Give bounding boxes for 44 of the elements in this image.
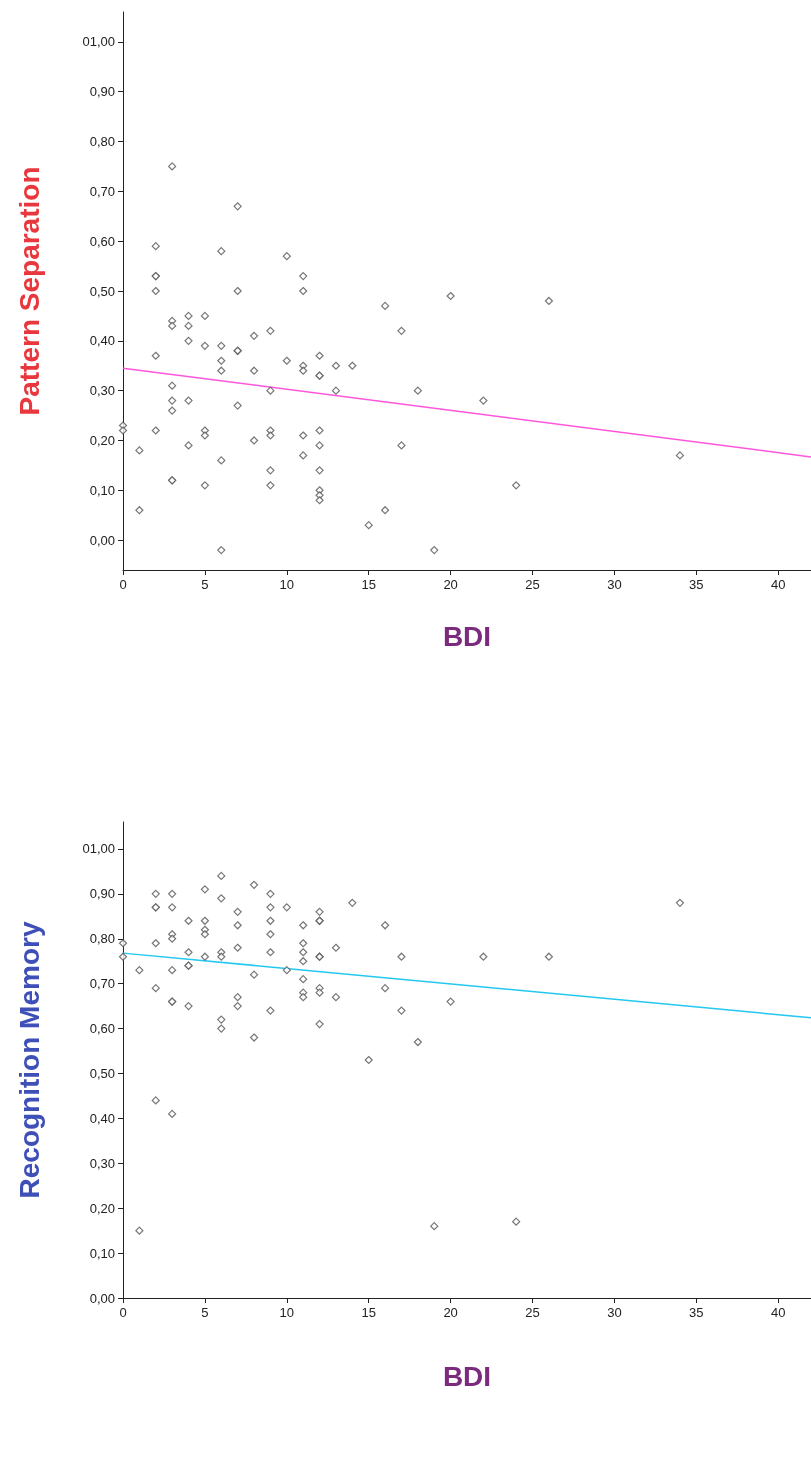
x-tick-label: 15 xyxy=(361,1305,376,1320)
x-tick-label: 25 xyxy=(525,577,540,592)
y-axis-title: Recognition Memory xyxy=(13,921,45,1199)
x-tick-label: 30 xyxy=(607,1305,622,1320)
y-tick-label: 0,30 xyxy=(89,383,115,399)
y-tick-label: 0,30 xyxy=(89,1155,115,1171)
y-tick-label: 0,10 xyxy=(89,482,115,498)
x-tick-label: 35 xyxy=(689,577,704,592)
x-tick-label: 10 xyxy=(279,1305,295,1320)
y-tick-label: 0,20 xyxy=(89,1200,115,1216)
y-tick-label: 0,60 xyxy=(89,233,115,249)
x-tick-label: 20 xyxy=(443,577,458,592)
y-tick-label: 0,50 xyxy=(89,283,115,299)
x-tick-label: 10 xyxy=(279,577,295,592)
y-tick-label: 0,00 xyxy=(89,1290,115,1306)
x-axis-title: BDI xyxy=(442,620,492,652)
x-tick-label: 15 xyxy=(361,577,376,592)
x-tick-label: 20 xyxy=(443,1305,458,1320)
y-tick-label: 0,50 xyxy=(89,1065,115,1081)
x-tick-label: 5 xyxy=(201,1305,209,1320)
x-tick-label: 25 xyxy=(525,1305,540,1320)
y-tick-label: 0,70 xyxy=(89,976,115,992)
x-tick-label: 0 xyxy=(119,577,127,592)
y-tick-label: 0,20 xyxy=(89,432,115,448)
y-tick-label: 0,10 xyxy=(89,1245,115,1261)
y-tick-label: 0,90 xyxy=(89,84,115,100)
x-tick-label: 35 xyxy=(689,1305,704,1320)
y-tick-label: 0,40 xyxy=(89,333,115,349)
x-tick-label: 40 xyxy=(771,1305,786,1320)
y-tick-label: 0,40 xyxy=(89,1110,115,1126)
y-tick-label: 01,00 xyxy=(82,841,115,857)
y-tick-label: 0,00 xyxy=(89,532,115,548)
x-tick-label: 5 xyxy=(201,577,209,592)
x-tick-label: 0 xyxy=(119,1305,127,1320)
y-tick-label: 0,90 xyxy=(89,886,115,902)
x-tick-label: 30 xyxy=(607,577,622,592)
y-tick-label: 01,00 xyxy=(82,34,115,50)
y-tick-label: 0,80 xyxy=(89,134,115,150)
y-axis-title: Pattern Separation xyxy=(13,166,45,416)
y-tick-label: 0,60 xyxy=(89,1021,115,1037)
y-tick-label: 0,80 xyxy=(89,931,115,947)
x-axis-title: BDI xyxy=(442,1360,492,1392)
x-tick-label: 40 xyxy=(771,577,786,592)
y-tick-label: 0,70 xyxy=(89,183,115,199)
